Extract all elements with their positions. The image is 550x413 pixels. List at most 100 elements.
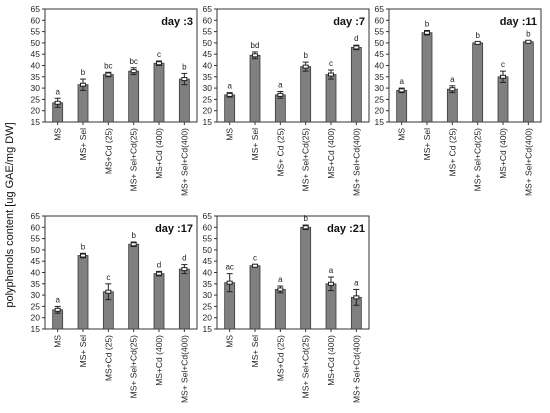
mean-marker [226, 280, 233, 285]
x-tick-label: MS [225, 128, 235, 141]
mean-marker [226, 92, 233, 97]
y-tick-label: 60 [203, 222, 213, 232]
mean-marker [328, 281, 334, 286]
mean-marker [474, 40, 481, 45]
significance-letter: c [501, 60, 505, 69]
y-tick-label: 25 [31, 301, 41, 311]
y-tick-label: 20 [31, 313, 41, 323]
y-axis-label: polyphenols content [ug GAE/mg DW] [4, 122, 16, 307]
bar [178, 78, 190, 123]
x-tick-label: MS+Cd (400) [154, 335, 164, 386]
mean-marker [424, 30, 430, 35]
mean-marker [398, 88, 405, 93]
y-tick-label: 65 [203, 4, 213, 14]
y-tick-label: 40 [31, 268, 41, 278]
mean-marker [252, 53, 258, 58]
error-bar [424, 29, 430, 36]
y-tick-label: 65 [203, 211, 213, 221]
mean-marker [105, 72, 112, 77]
error-bar [252, 263, 258, 268]
error-bar [105, 71, 112, 78]
y-tick-label: 35 [31, 279, 41, 289]
mean-marker [156, 61, 162, 66]
bar [249, 265, 261, 330]
mean-marker [105, 289, 112, 294]
y-tick-label: 60 [31, 222, 41, 232]
significance-letter: a [399, 77, 404, 86]
bar [300, 66, 312, 123]
mean-marker [277, 92, 284, 97]
y-tick-label: 55 [203, 234, 213, 244]
x-tick-label: MS+ Sel [78, 335, 88, 367]
error-bar [130, 241, 137, 248]
error-bar [302, 61, 309, 72]
significance-letter: b [303, 214, 308, 223]
bar [497, 76, 509, 123]
y-tick-label: 15 [31, 324, 41, 334]
y-tick-label: 25 [31, 94, 41, 104]
y-tick-label: 35 [203, 72, 213, 82]
bar [153, 62, 165, 123]
error-bar [328, 69, 334, 80]
mean-marker [353, 45, 360, 50]
y-tick-label: 15 [203, 117, 213, 127]
y-tick-label: 60 [31, 15, 41, 25]
bar [421, 32, 433, 123]
error-bar [156, 270, 162, 277]
mean-marker [130, 242, 137, 247]
y-tick-label: 45 [375, 49, 385, 59]
y-tick-label: 20 [203, 106, 213, 116]
significance-letter: c [157, 50, 161, 59]
y-tick-label: 50 [31, 38, 41, 48]
mean-marker [277, 287, 284, 292]
significance-letter: bd [251, 41, 260, 50]
y-tick-label: 45 [203, 256, 213, 266]
significance-letter: a [354, 278, 359, 287]
error-bar [252, 51, 258, 60]
bar [274, 289, 286, 330]
y-tick-label: 55 [375, 27, 385, 37]
mean-marker [80, 82, 86, 87]
x-tick-label: MS+ Sel [78, 128, 88, 160]
x-tick-label: MS [53, 335, 63, 348]
error-bar [181, 72, 188, 86]
y-tick-label: 50 [31, 245, 41, 255]
y-tick-label: 50 [203, 38, 213, 48]
x-tick-label: MS+Cd (25) [103, 335, 113, 381]
bar [102, 74, 114, 123]
x-tick-label: MS+ Sel+Cd(400) [179, 335, 189, 403]
significance-letter: a [227, 82, 232, 91]
x-tick-label: MS [225, 335, 235, 348]
y-tick-label: 35 [31, 72, 41, 82]
mean-marker [500, 74, 506, 79]
error-bar [277, 90, 284, 99]
error-bar [54, 97, 61, 108]
x-tick-label: MS+Cd (25) [103, 128, 113, 174]
panel-title: day :17 [155, 223, 193, 235]
mean-marker [449, 87, 456, 92]
significance-letter: b [425, 19, 430, 28]
y-tick-label: 65 [31, 211, 41, 221]
y-tick-label: 35 [375, 72, 385, 82]
significance-letter: a [278, 80, 283, 89]
significance-letter: b [303, 51, 308, 60]
bar [300, 226, 312, 330]
error-bar [353, 288, 360, 306]
x-tick-label: MS+ Sel+Cd(25) [301, 335, 311, 398]
error-bar [181, 264, 188, 275]
y-tick-label: 15 [203, 324, 213, 334]
x-tick-label: MS [397, 128, 407, 141]
error-bar [398, 87, 405, 94]
significance-letter: a [55, 295, 60, 304]
y-tick-label: 25 [375, 94, 385, 104]
y-tick-label: 65 [31, 4, 41, 14]
mean-marker [302, 225, 309, 230]
error-bar [353, 44, 360, 51]
panel-title: day :7 [333, 16, 365, 28]
x-tick-label: MS+ Sel+Cd(400) [351, 335, 361, 403]
bar [274, 94, 286, 123]
y-tick-label: 45 [203, 49, 213, 59]
